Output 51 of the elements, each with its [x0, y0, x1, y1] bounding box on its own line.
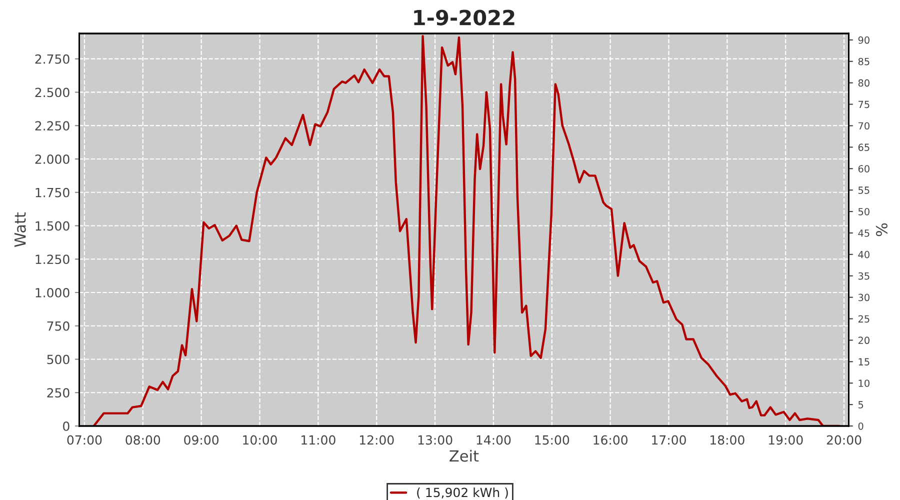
x-tick-label: 08:00: [126, 435, 160, 445]
y-tick-label: 500: [47, 354, 70, 364]
y-tick-label: 2.750: [35, 54, 70, 64]
x-tick-label: 10:00: [243, 435, 277, 445]
y-tick-label: 2.500: [35, 88, 70, 98]
x-tick-label: 18:00: [710, 435, 744, 445]
y-tick-label: 1.000: [36, 288, 70, 298]
y2-tick-label: 50: [858, 208, 870, 216]
y-tick-label: 750: [47, 321, 70, 331]
y-tick-label: 1.500: [36, 221, 70, 231]
x-tick-label: 07:00: [67, 435, 102, 445]
y-tick-label: 250: [47, 388, 70, 398]
y-tick-label: 1.250: [36, 254, 70, 264]
y2-axis-title: %: [876, 223, 888, 236]
x-tick-label: 19:00: [768, 435, 803, 445]
x-tick-label: 09:00: [184, 435, 218, 445]
y2-tick-label: 5: [858, 401, 864, 408]
y2-tick-label: 80: [858, 79, 870, 87]
y2-tick-label: 15: [858, 358, 870, 366]
x-tick-label: 12:00: [360, 435, 394, 445]
y2-tick-label: 35: [858, 272, 870, 280]
y2-tick-label: 65: [858, 144, 870, 152]
y2-tick-label: 10: [858, 380, 870, 387]
x-tick-label: 16:00: [594, 435, 628, 445]
line-series: [92, 35, 840, 426]
y-tick-label: 0: [63, 421, 70, 431]
y2-tick-label: 75: [858, 100, 870, 108]
y2-tick-label: 0: [858, 422, 864, 430]
y2-tick-label: 25: [858, 315, 870, 323]
x-tick-label: 14:00: [476, 435, 511, 445]
x-tick-label: 20:00: [826, 435, 862, 445]
y-tick-label: 1.750: [36, 188, 70, 198]
y-tick-label: 2.000: [35, 154, 70, 164]
y2-tick-label: 70: [858, 122, 870, 130]
chart-title: 1-9-2022: [414, 10, 514, 26]
y2-tick-label: 45: [858, 230, 870, 237]
y2-tick-label: 60: [858, 165, 870, 172]
y-axis-title: Watt: [14, 212, 26, 247]
x-tick-label: 11:00: [302, 435, 336, 445]
y2-tick-label: 90: [858, 36, 870, 44]
x-tick-label: 13:00: [418, 435, 452, 445]
x-axis-title: Zeit: [450, 450, 479, 462]
y2-tick-label: 55: [858, 186, 870, 194]
y2-tick-label: 30: [858, 294, 870, 302]
x-tick-label: 17:00: [652, 435, 686, 445]
y-tick-label: 2.250: [35, 121, 70, 131]
y2-tick-label: 85: [858, 58, 870, 66]
y2-tick-label: 40: [858, 250, 870, 258]
x-tick-label: 15:00: [535, 435, 570, 445]
y2-tick-label: 20: [858, 336, 870, 344]
legend-label: ( 15,902 kWh ): [417, 488, 508, 499]
